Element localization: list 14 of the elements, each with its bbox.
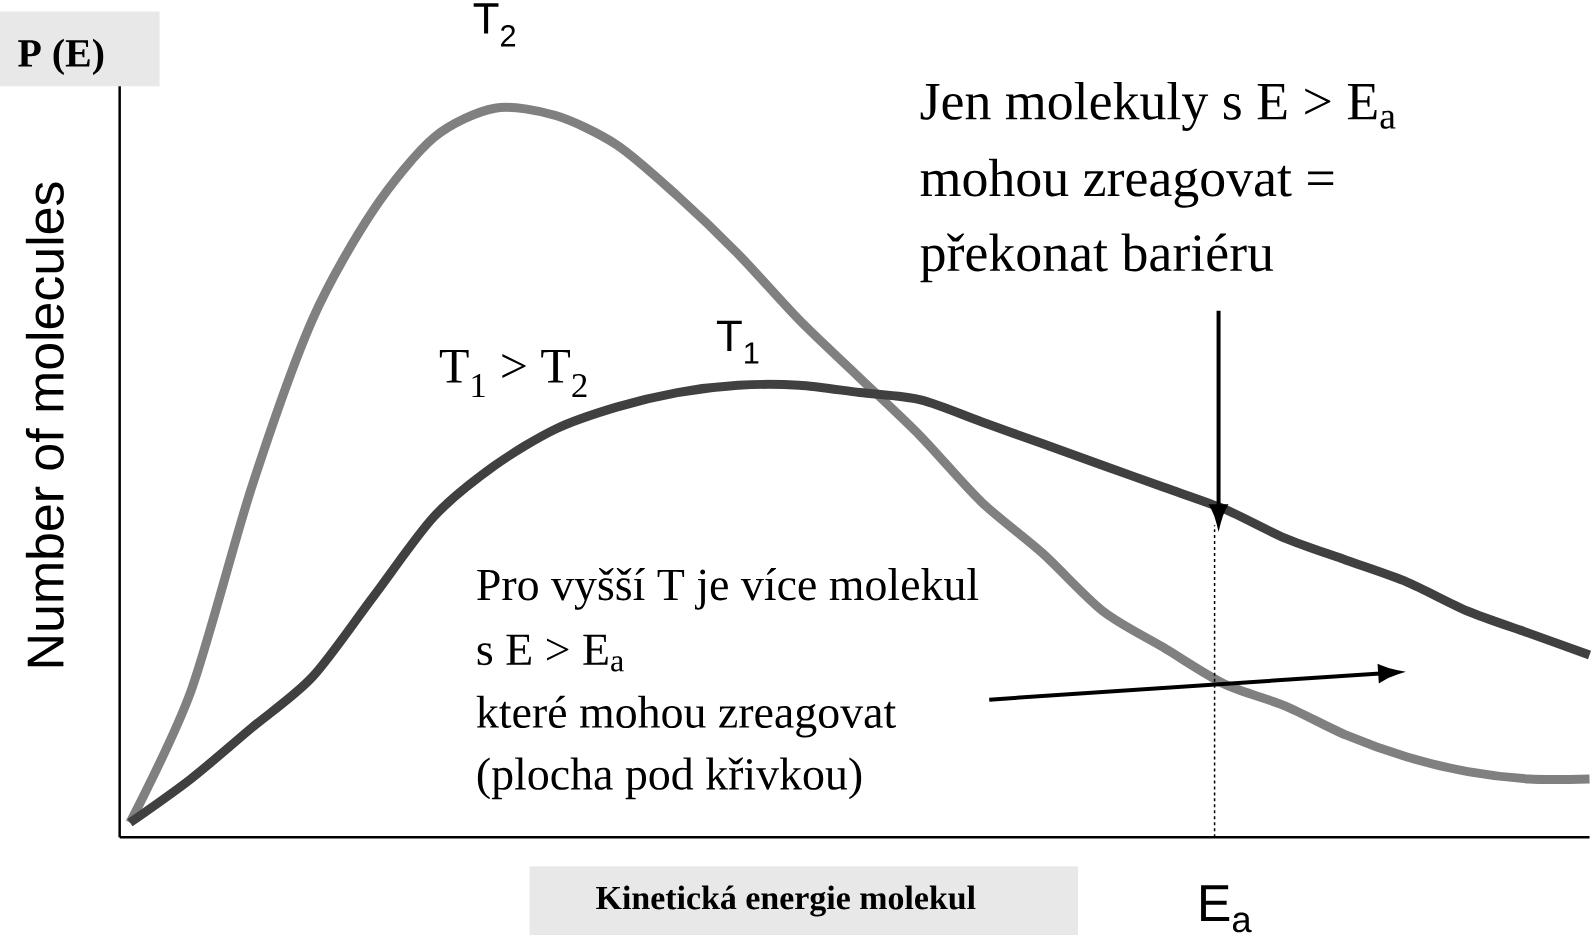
y-axis-title: Number of molecules [25, 182, 64, 667]
x-axis-title: Kinetická energie molekul [596, 885, 976, 917]
annotation: mohou zreagovat = [920, 158, 1334, 208]
annotation: Pro vyšší T je více molekul [477, 568, 979, 610]
chart-title: P (E) [18, 38, 104, 75]
annotation: s E > E$_{a}$ [477, 634, 624, 672]
annotation: Jen molekuly s E > E$_{a}$ [920, 81, 1396, 131]
series-label: T$_{1}$ [716, 320, 759, 364]
series-label: T$_{2}$ [473, 3, 516, 47]
annotation: překonat bariéru [920, 233, 1274, 283]
annotation: které mohou zreagovat [476, 695, 896, 738]
annotation: T$_{1}$ > T$_{2}$ [439, 349, 587, 398]
annotation: (plocha pod křivkou) [477, 757, 862, 800]
text: E$_{a}$ [1201, 885, 1252, 933]
